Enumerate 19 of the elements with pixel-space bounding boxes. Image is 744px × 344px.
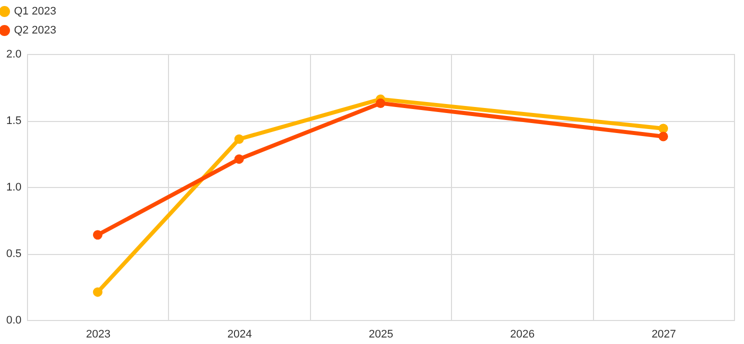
point bbox=[234, 134, 244, 144]
point bbox=[92, 230, 102, 240]
point bbox=[658, 124, 668, 134]
x-tick-label: 2024 bbox=[227, 328, 252, 340]
y-tick-label: 0.5 bbox=[6, 248, 22, 260]
point bbox=[376, 98, 386, 108]
x-tick-label: 2023 bbox=[86, 328, 110, 340]
x-tick-label: 2027 bbox=[652, 328, 676, 340]
x-tick-label: 2026 bbox=[510, 328, 535, 340]
legend-label: Q1 2023 bbox=[14, 6, 56, 18]
y-tick-label: 0.0 bbox=[6, 314, 22, 326]
x-tick-label: 2025 bbox=[368, 328, 394, 340]
point bbox=[92, 287, 102, 297]
legend-label: Q2 2023 bbox=[14, 24, 56, 36]
y-tick-label: 1.5 bbox=[6, 115, 22, 127]
point bbox=[658, 132, 668, 142]
y-tick-label: 1.0 bbox=[6, 182, 22, 194]
y-tick-label: 2.0 bbox=[6, 48, 22, 60]
point bbox=[234, 154, 244, 164]
